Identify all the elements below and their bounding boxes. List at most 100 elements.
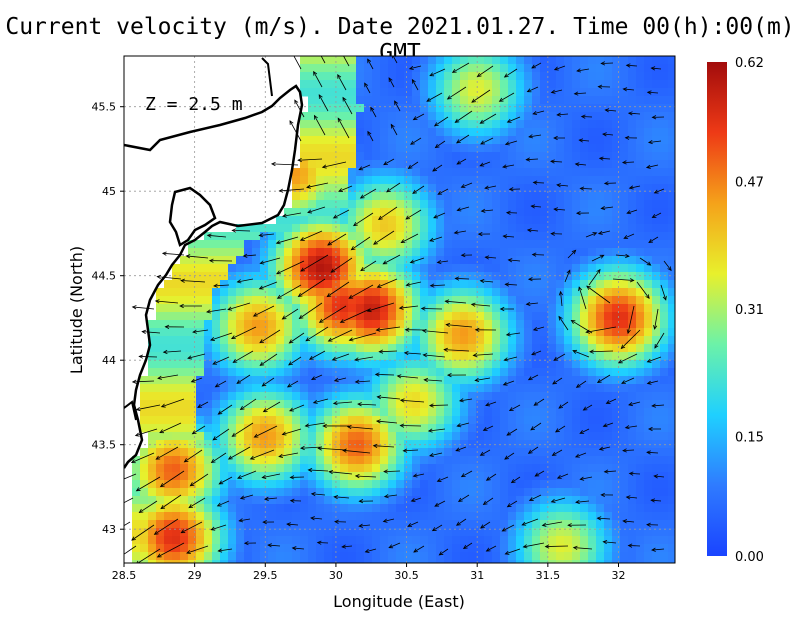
velocity-cell (516, 176, 525, 185)
velocity-cell (460, 552, 469, 561)
velocity-cell (196, 528, 205, 537)
velocity-cell (460, 352, 469, 361)
velocity-cell (660, 528, 669, 537)
velocity-cell (596, 248, 605, 257)
velocity-cell (364, 176, 373, 185)
velocity-cell (500, 168, 509, 177)
velocity-cell (516, 104, 525, 113)
velocity-cell (188, 400, 197, 409)
velocity-cell (444, 416, 453, 425)
velocity-arrow (531, 350, 542, 356)
velocity-cell (636, 256, 645, 265)
velocity-cell (532, 280, 541, 289)
velocity-cell (300, 136, 309, 145)
velocity-cell (620, 200, 629, 209)
velocity-cell (468, 120, 477, 129)
velocity-cell (260, 384, 269, 393)
velocity-arrow (409, 257, 425, 264)
velocity-cell (548, 120, 557, 129)
velocity-cell (396, 224, 405, 233)
velocity-cell (356, 256, 365, 265)
velocity-arrow (567, 523, 587, 528)
velocity-cell (508, 152, 517, 161)
velocity-cell (668, 416, 675, 425)
velocity-cell (484, 168, 493, 177)
velocity-cell (628, 408, 637, 417)
velocity-cell (620, 208, 629, 217)
velocity-cell (556, 304, 565, 313)
velocity-cell (564, 176, 573, 185)
velocity-cell (420, 408, 429, 417)
velocity-cell (220, 432, 229, 441)
velocity-cell (572, 264, 581, 273)
velocity-cell (476, 448, 485, 457)
velocity-cell (628, 456, 637, 465)
velocity-cell (444, 552, 453, 561)
velocity-cell (372, 312, 381, 321)
velocity-cell (436, 112, 445, 121)
colorbar-tick-label: 0.00 (735, 550, 764, 565)
velocity-cell (308, 368, 317, 377)
velocity-cell (372, 272, 381, 281)
velocity-cell (540, 248, 549, 257)
velocity-cell (500, 424, 509, 433)
velocity-cell (524, 88, 533, 97)
velocity-cell (372, 144, 381, 153)
velocity-cell (540, 336, 549, 345)
velocity-cell (540, 184, 549, 193)
velocity-cell (668, 376, 675, 385)
velocity-arrow (423, 377, 443, 383)
velocity-cell (396, 520, 405, 529)
velocity-cell (412, 456, 421, 465)
velocity-cell (628, 96, 637, 105)
velocity-cell (492, 488, 501, 497)
velocity-cell (564, 536, 573, 545)
velocity-cell (244, 240, 253, 249)
velocity-cell (460, 376, 469, 385)
velocity-cell (356, 88, 365, 97)
velocity-cell (436, 168, 445, 177)
velocity-cell (660, 72, 669, 81)
velocity-cell (460, 288, 469, 297)
velocity-cell (372, 128, 381, 137)
velocity-cell (324, 440, 333, 449)
velocity-cell (236, 504, 245, 513)
velocity-cell (516, 416, 525, 425)
velocity-cell (548, 240, 557, 249)
velocity-arrow (304, 422, 326, 428)
velocity-cell (372, 488, 381, 497)
velocity-cell (396, 288, 405, 297)
velocity-cell (660, 408, 669, 417)
velocity-cell (660, 536, 669, 545)
velocity-arrow (479, 449, 491, 456)
velocity-cell (420, 264, 429, 273)
velocity-cell (404, 392, 413, 401)
velocity-cell (268, 232, 277, 241)
velocity-arrow (445, 322, 473, 328)
velocity-cell (292, 456, 301, 465)
velocity-cell (636, 96, 645, 105)
velocity-cell (244, 472, 253, 481)
velocity-cell (524, 200, 533, 209)
velocity-cell (284, 240, 293, 249)
velocity-cell (244, 256, 253, 265)
velocity-cell (460, 312, 469, 321)
velocity-cell (580, 504, 589, 513)
velocity-cell (260, 232, 269, 241)
velocity-cell (524, 392, 533, 401)
velocity-cell (620, 504, 629, 513)
velocity-arrow (474, 327, 497, 332)
velocity-cell (452, 72, 461, 81)
velocity-cell (588, 512, 597, 521)
velocity-cell (508, 456, 517, 465)
velocity-cell (300, 248, 309, 257)
velocity-arrow (261, 377, 275, 387)
velocity-cell (276, 296, 285, 305)
velocity-cell (404, 272, 413, 281)
velocity-cell (412, 376, 421, 385)
velocity-cell (172, 352, 181, 361)
velocity-cell (452, 328, 461, 337)
velocity-arrow (645, 164, 659, 169)
velocity-cell (476, 152, 485, 161)
velocity-arrow (471, 89, 491, 103)
